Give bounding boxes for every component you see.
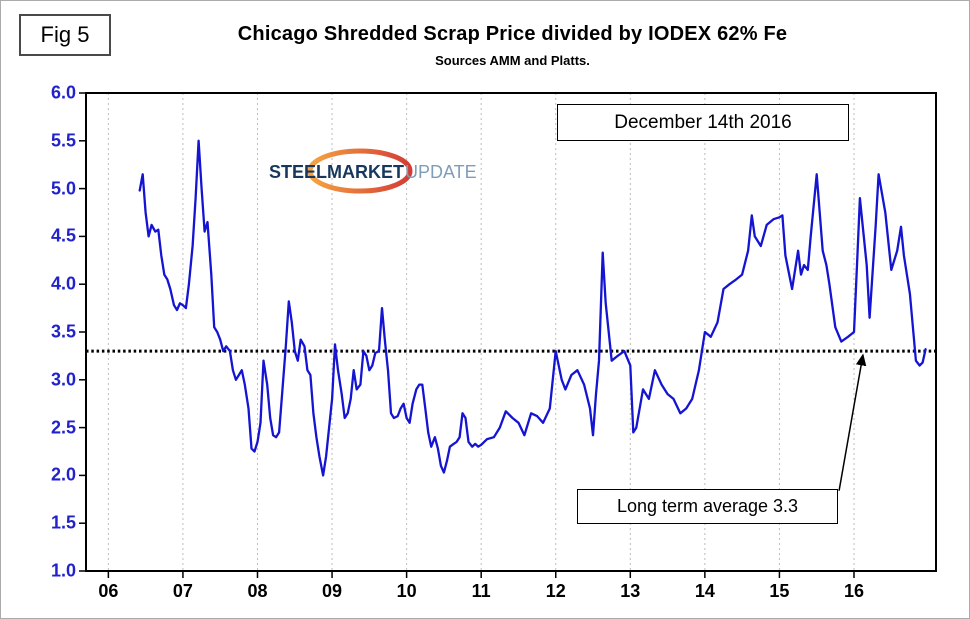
logo-text-market: MARKET (327, 162, 404, 182)
y-tick-label: 1.0 (50, 560, 76, 581)
x-tick-label: 14 (694, 581, 715, 601)
y-tick-label: 2.0 (50, 464, 76, 485)
logo-text-steel: STEEL (269, 162, 327, 182)
y-tick-label: 4.0 (50, 273, 76, 294)
x-tick-label: 08 (247, 581, 268, 601)
y-tick-label: 3.0 (50, 369, 76, 390)
x-tick-label: 15 (769, 581, 790, 601)
y-tick-label: 6.0 (50, 82, 76, 103)
logo-text-update: UPDATE (405, 162, 477, 182)
x-tick-label: 07 (172, 581, 193, 601)
y-tick-label: 3.5 (50, 321, 76, 342)
y-tick-label: 5.0 (50, 178, 76, 199)
steel-market-update-logo: STEEL MARKET UPDATE (269, 148, 477, 194)
logo-swoosh-icon (307, 148, 413, 194)
x-tick-label: 09 (322, 581, 343, 601)
x-tick-label: 12 (545, 581, 566, 601)
y-tick-label: 4.5 (50, 225, 76, 246)
date-annotation-label: December 14th 2016 (614, 111, 792, 133)
x-tick-label: 13 (620, 581, 641, 601)
long-term-average-label: Long term average 3.3 (616, 496, 799, 516)
figure-number-label: Fig 5 (40, 22, 90, 47)
plot-area: STEEL MARKET UPDATE December 14th 2016 L… (51, 83, 937, 601)
line-chart (79, 92, 937, 578)
x-tick-label: 11 (471, 581, 491, 601)
chart-title: Chicago Shredded Scrap Price divided by … (237, 23, 788, 45)
y-tick-label: 1.5 (50, 512, 76, 533)
x-tick-label: 16 (843, 581, 864, 601)
y-tick-label: 5.5 (50, 130, 76, 151)
date-annotation-box: December 14th 2016 (557, 104, 849, 141)
x-tick-label: 10 (396, 581, 417, 601)
chart-subtitle: Sources AMM and Platts. (435, 53, 590, 68)
x-tick-label: 06 (98, 581, 119, 601)
long-term-average-annotation-box: Long term average 3.3 (577, 489, 838, 524)
figure-number-box: Fig 5 (19, 14, 111, 56)
y-tick-label: 2.5 (50, 417, 76, 438)
